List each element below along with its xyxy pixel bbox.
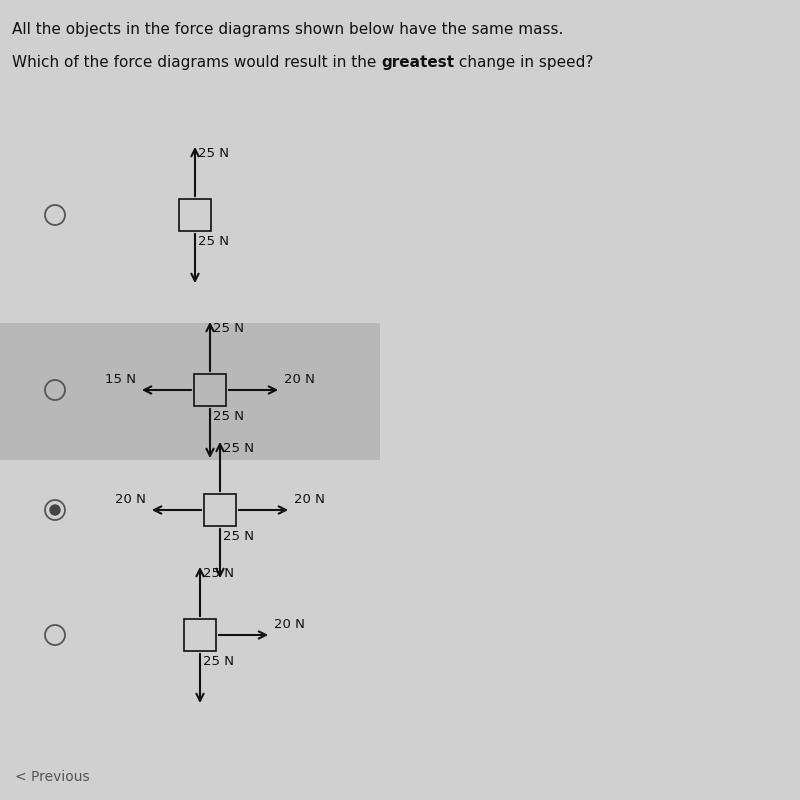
Text: 25 N: 25 N	[203, 567, 234, 580]
Text: 25 N: 25 N	[223, 442, 254, 455]
Text: < Previous: < Previous	[15, 770, 90, 784]
Text: Which of the force diagrams would result in the: Which of the force diagrams would result…	[12, 55, 382, 70]
Text: 25 N: 25 N	[213, 410, 244, 423]
Bar	[0, 323, 380, 460]
Text: 25 N: 25 N	[213, 322, 244, 335]
Bar	[179, 199, 211, 231]
Circle shape	[50, 505, 60, 515]
Text: All the objects in the force diagrams shown below have the same mass.: All the objects in the force diagrams sh…	[12, 22, 563, 37]
Bar	[194, 374, 226, 406]
Text: 15 N: 15 N	[105, 373, 136, 386]
Text: 25 N: 25 N	[198, 147, 229, 160]
Text: 25 N: 25 N	[203, 655, 234, 668]
Text: 20 N: 20 N	[274, 618, 305, 631]
Bar	[184, 619, 216, 651]
Bar	[204, 494, 236, 526]
Text: change in speed?: change in speed?	[454, 55, 594, 70]
Text: 20 N: 20 N	[115, 493, 146, 506]
Text: 25 N: 25 N	[198, 235, 229, 248]
Text: 20 N: 20 N	[284, 373, 315, 386]
Text: 25 N: 25 N	[223, 530, 254, 543]
Text: 20 N: 20 N	[294, 493, 325, 506]
Text: greatest: greatest	[382, 55, 454, 70]
